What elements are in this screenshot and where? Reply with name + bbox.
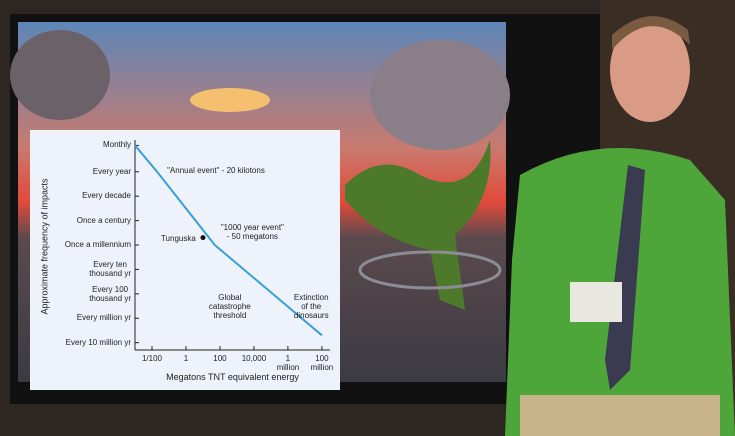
annotation: Tunguska bbox=[161, 234, 196, 243]
y-tick-label: Every ten thousand yr bbox=[89, 260, 131, 278]
y-tick-label: Every 100 thousand yr bbox=[89, 285, 131, 303]
x-axis-title: Megatons TNT equivalent energy bbox=[135, 373, 330, 382]
cloud bbox=[10, 30, 110, 120]
tunguska-point bbox=[200, 235, 205, 240]
slide-chart: Monthly Every year Every decade Once a cent… bbox=[30, 130, 340, 390]
y-tick-label: Once a century bbox=[77, 216, 131, 225]
annotation: Global catastrophe threshold bbox=[209, 293, 251, 320]
annotation: "1000 year event" - 50 megatons bbox=[221, 223, 284, 241]
photo: Monthly Every year Every decade Once a cent… bbox=[0, 0, 735, 436]
sun-glow bbox=[190, 88, 270, 112]
y-tick-label: Monthly bbox=[103, 140, 131, 149]
annotation: "Annual event" - 20 kilotons bbox=[167, 166, 265, 175]
y-tick-label: Once a millennium bbox=[65, 240, 131, 249]
annotation: Extinction of the dinosaurs bbox=[294, 293, 329, 320]
name-badge bbox=[570, 282, 622, 322]
x-tick-label: 100 million bbox=[302, 354, 342, 372]
y-tick-label: Every million yr bbox=[77, 313, 131, 322]
y-tick-label: Every decade bbox=[82, 191, 131, 200]
man-trousers bbox=[520, 395, 720, 436]
y-tick-label: Every year bbox=[93, 167, 131, 176]
y-axis-title: Approximate frequency of impacts bbox=[41, 152, 50, 342]
cloud bbox=[370, 40, 510, 150]
y-tick-label: Every 10 million yr bbox=[66, 338, 131, 347]
